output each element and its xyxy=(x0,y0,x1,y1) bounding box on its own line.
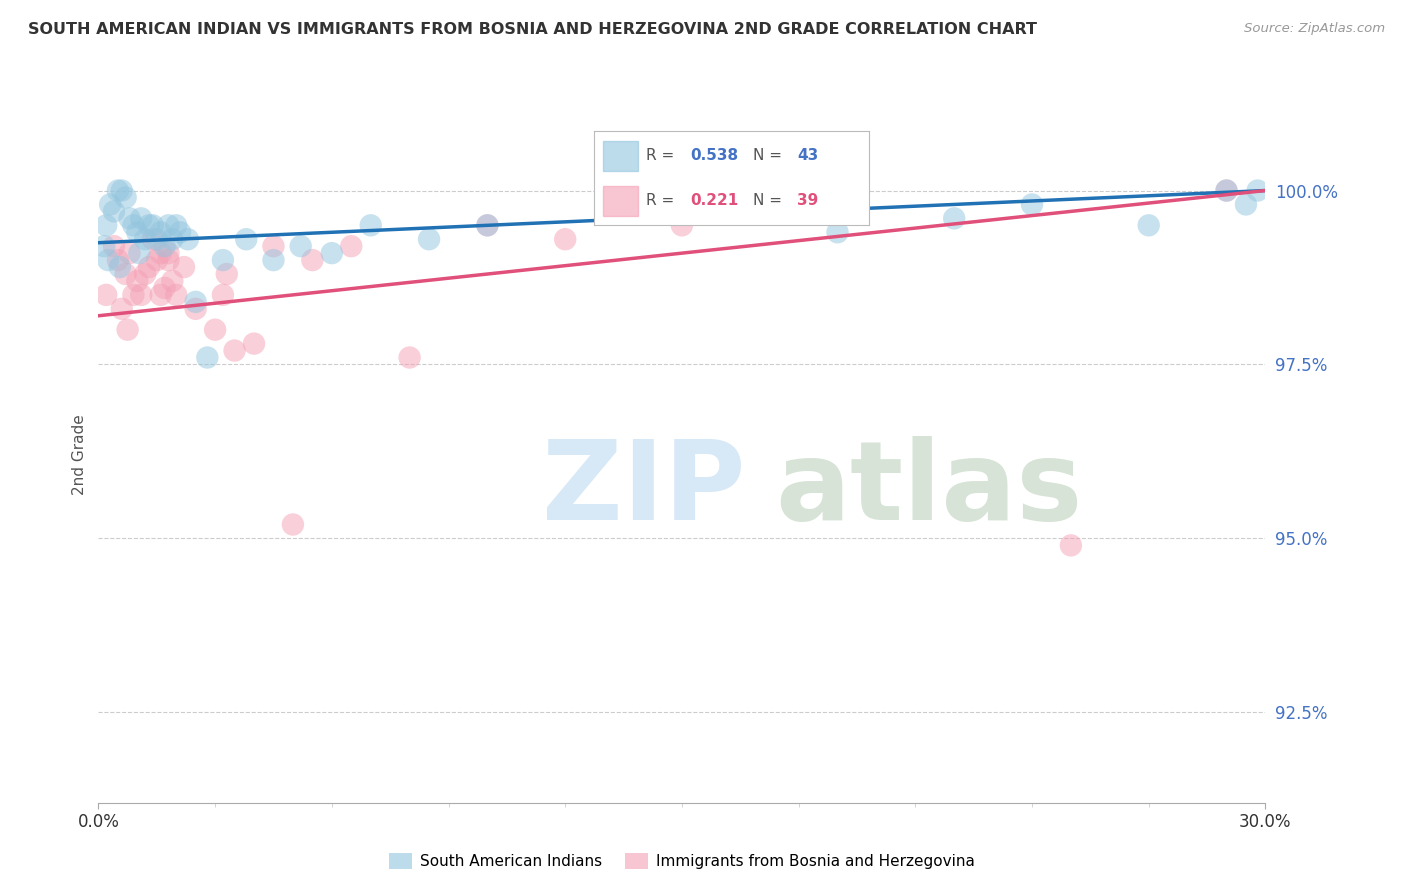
Point xyxy=(157,246,180,260)
Point xyxy=(142,219,165,233)
Point xyxy=(1246,184,1268,198)
Point xyxy=(184,301,207,316)
Point xyxy=(212,253,235,268)
Point xyxy=(134,232,156,246)
Point xyxy=(235,232,257,246)
Point xyxy=(418,232,440,246)
Point xyxy=(162,232,184,246)
Point xyxy=(943,211,966,226)
Point xyxy=(114,267,136,281)
Point xyxy=(122,219,145,233)
Text: Source: ZipAtlas.com: Source: ZipAtlas.com xyxy=(1244,22,1385,36)
Point xyxy=(398,351,420,365)
Text: 43: 43 xyxy=(797,148,818,163)
Point xyxy=(118,211,141,226)
Bar xyxy=(603,141,638,171)
Point xyxy=(128,246,150,260)
Point xyxy=(138,219,160,233)
Point xyxy=(111,184,134,198)
Point xyxy=(127,274,149,288)
Point xyxy=(138,260,160,274)
Point xyxy=(290,239,312,253)
Text: R =: R = xyxy=(647,194,679,209)
Point xyxy=(671,219,693,233)
Point xyxy=(224,343,246,358)
Point xyxy=(631,204,654,219)
Point xyxy=(127,225,149,239)
Point xyxy=(96,219,118,233)
Text: 0.538: 0.538 xyxy=(690,148,738,163)
Point xyxy=(321,246,343,260)
Point xyxy=(97,253,120,268)
Point xyxy=(149,288,172,302)
Point xyxy=(262,239,284,253)
Point xyxy=(281,517,304,532)
Point xyxy=(360,219,382,233)
Point xyxy=(122,288,145,302)
Point xyxy=(827,225,849,239)
Point xyxy=(118,246,141,260)
Text: 0.221: 0.221 xyxy=(690,194,738,209)
Point xyxy=(103,239,125,253)
Point xyxy=(184,294,207,309)
Point xyxy=(177,232,200,246)
Point xyxy=(827,204,849,219)
Point xyxy=(96,288,118,302)
Point xyxy=(129,211,152,226)
Point xyxy=(153,239,176,253)
Text: 39: 39 xyxy=(797,194,818,209)
Point xyxy=(215,267,238,281)
Text: atlas: atlas xyxy=(775,436,1083,543)
Point xyxy=(1137,219,1160,233)
Point xyxy=(114,190,136,204)
Point xyxy=(157,253,180,268)
Point xyxy=(1060,538,1083,552)
Point xyxy=(162,274,184,288)
Point xyxy=(129,288,152,302)
Point xyxy=(212,288,235,302)
Point xyxy=(169,225,191,239)
Point xyxy=(142,232,165,246)
Point xyxy=(134,267,156,281)
Point xyxy=(108,260,131,274)
Point xyxy=(117,323,139,337)
Y-axis label: 2nd Grade: 2nd Grade xyxy=(72,415,87,495)
Text: SOUTH AMERICAN INDIAN VS IMMIGRANTS FROM BOSNIA AND HERZEGOVINA 2ND GRADE CORREL: SOUTH AMERICAN INDIAN VS IMMIGRANTS FROM… xyxy=(28,22,1038,37)
Point xyxy=(195,351,218,365)
Point xyxy=(243,336,266,351)
Point xyxy=(149,246,172,260)
Point xyxy=(93,239,115,253)
Legend: South American Indians, Immigrants from Bosnia and Herzegovina: South American Indians, Immigrants from … xyxy=(384,847,980,875)
Point xyxy=(1215,184,1237,198)
Point xyxy=(1234,197,1257,211)
Point xyxy=(103,204,125,219)
Point xyxy=(98,197,121,211)
Point xyxy=(262,253,284,268)
Point xyxy=(107,253,129,268)
Text: ZIP: ZIP xyxy=(541,436,745,543)
Point xyxy=(173,260,195,274)
Bar xyxy=(603,186,638,216)
Point xyxy=(204,323,226,337)
Point xyxy=(477,219,499,233)
Point xyxy=(157,219,180,233)
Text: N =: N = xyxy=(754,148,787,163)
Text: N =: N = xyxy=(754,194,787,209)
Point xyxy=(107,184,129,198)
Point xyxy=(165,219,187,233)
Point xyxy=(1215,184,1237,198)
Point xyxy=(301,253,323,268)
Point xyxy=(111,301,134,316)
Text: R =: R = xyxy=(647,148,679,163)
Point xyxy=(1021,197,1043,211)
Point xyxy=(146,253,169,268)
Point xyxy=(153,281,176,295)
Point xyxy=(146,232,169,246)
Point xyxy=(340,239,363,253)
Point xyxy=(554,232,576,246)
Point xyxy=(165,288,187,302)
Point xyxy=(149,225,172,239)
Point xyxy=(477,219,499,233)
